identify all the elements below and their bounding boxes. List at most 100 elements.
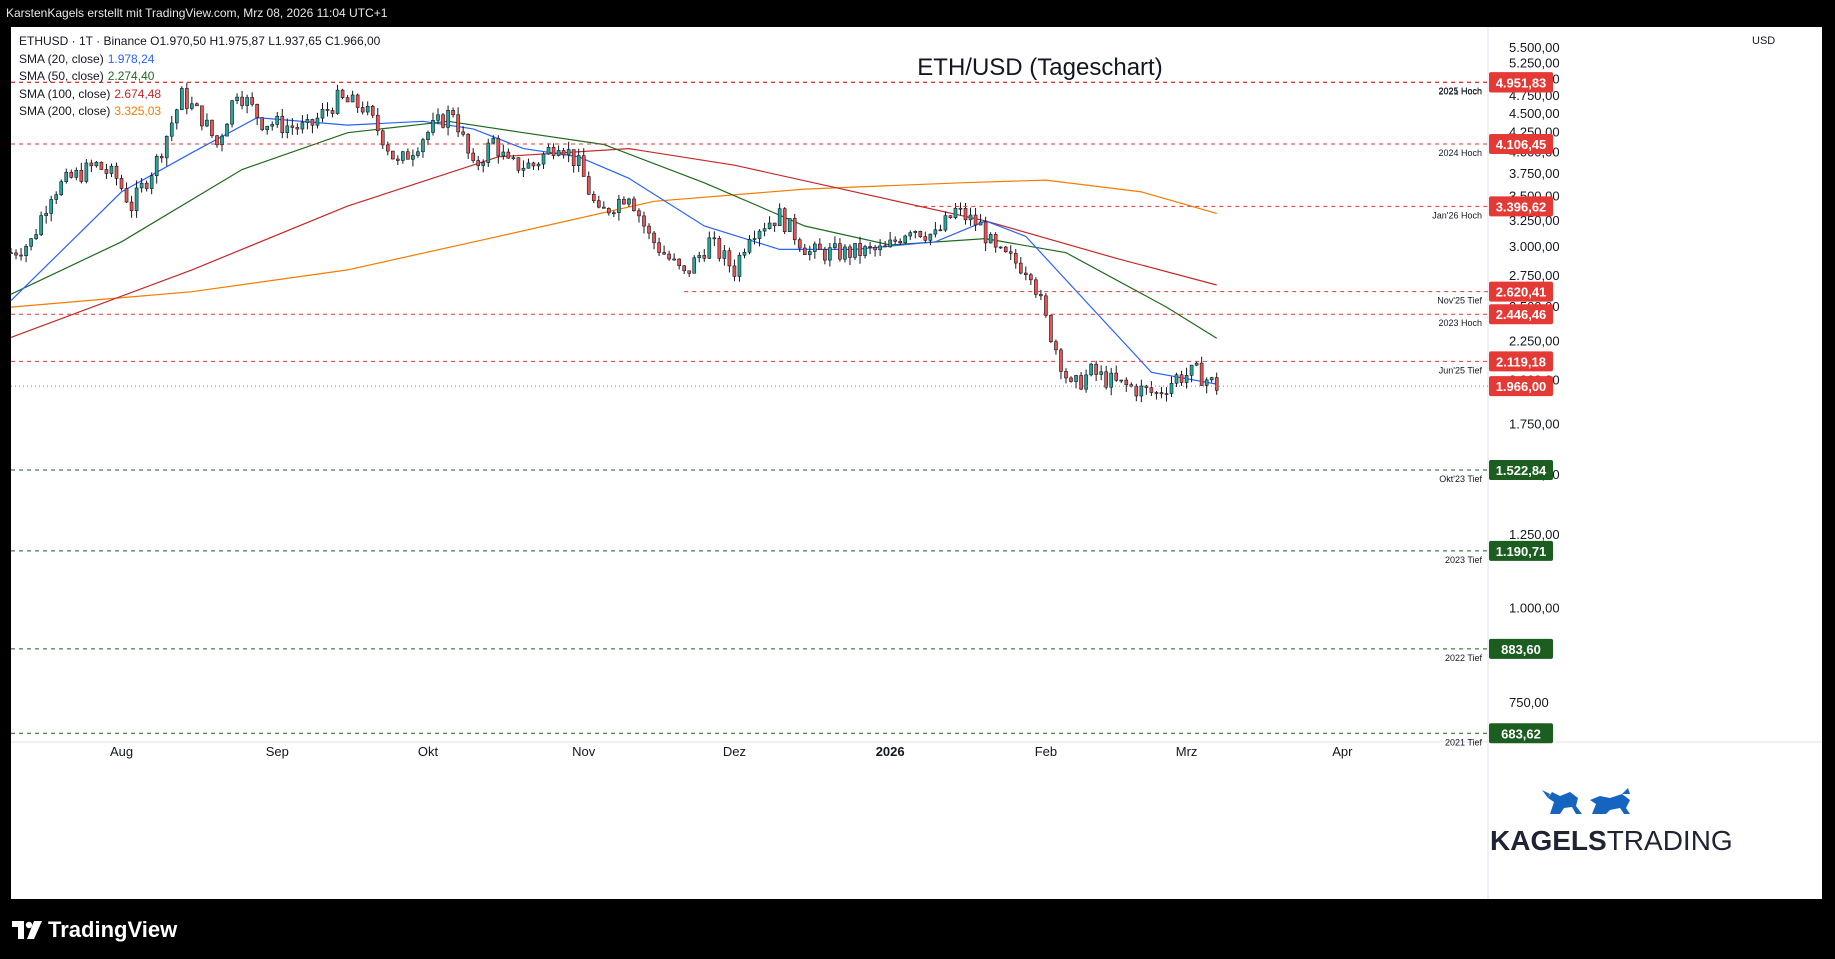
candle-body (868, 246, 872, 248)
candle-body (129, 201, 134, 211)
candle-body (953, 207, 958, 218)
candle-body (255, 103, 259, 119)
candle-body (893, 239, 897, 242)
legend-sma200[interactable]: SMA (200, close) 3.325,03 (19, 103, 380, 121)
candle-body (591, 194, 596, 201)
level-label: 2021 Tief (1445, 737, 1483, 747)
candle-body (938, 229, 943, 232)
attribution-text: KarstenKagels erstellt mit TradingView.c… (6, 6, 388, 20)
current-price-tag-text: 1.966,00 (1496, 379, 1547, 394)
candle-body (169, 122, 174, 137)
candle-body (446, 110, 450, 128)
candle-body (1189, 364, 1194, 376)
candle-body (380, 130, 385, 146)
candle-body (692, 257, 697, 274)
candle-body (802, 247, 807, 256)
candle-body (883, 245, 887, 248)
currency-label[interactable]: USD (1752, 35, 1776, 47)
legend-sma50-value: 2.274,40 (107, 69, 155, 83)
candle-body (335, 89, 340, 114)
candle-body (486, 142, 491, 163)
candle-body (672, 258, 676, 261)
candle-body (340, 89, 345, 98)
attribution-bar: KarstenKagels erstellt mit TradingView.c… (0, 0, 1835, 27)
legend-sma20[interactable]: SMA (20, close) 1.978,24 (19, 51, 380, 69)
level-price-tag-text: 3.396,62 (1496, 199, 1547, 214)
candle-body (436, 114, 440, 121)
legend-sma20-value: 1.978,24 (107, 51, 155, 66)
candle-body (782, 208, 787, 232)
candle-body (873, 247, 877, 251)
candle-body (24, 245, 28, 256)
level-label: 2024 Hoch (1438, 148, 1482, 158)
candle-body (551, 146, 556, 156)
candle-body (1104, 371, 1108, 388)
tradingview-logo[interactable]: TradingView (12, 917, 177, 942)
candle-body (1069, 377, 1073, 382)
candle-body (210, 119, 214, 136)
current-price-tag (1489, 376, 1553, 397)
level-price-tag-text: 2.446,46 (1496, 307, 1547, 322)
candle-body (225, 123, 229, 137)
candle-body (1154, 392, 1159, 394)
candle-body (164, 135, 169, 159)
level-price-tag-text: 2.620,41 (1496, 285, 1547, 300)
candle-body (732, 265, 737, 277)
level-label: 2025 Hoch (1438, 86, 1482, 96)
candle-body (903, 235, 908, 244)
candle-body (330, 110, 335, 114)
candle-body (607, 208, 611, 214)
candle-body (280, 115, 285, 133)
candle-body (677, 258, 681, 267)
candle-body (1034, 279, 1038, 295)
candle-body (1134, 385, 1139, 397)
candle-body (270, 124, 275, 127)
candle-body (622, 198, 626, 205)
candle-body (235, 96, 239, 101)
candle-body (345, 97, 350, 103)
y-tick-label: 5.500,00 (1509, 40, 1560, 55)
candle-body (124, 188, 129, 203)
candle-body (958, 207, 963, 210)
candle-body (843, 246, 847, 260)
candle-body (973, 214, 978, 226)
candle-body (898, 241, 903, 244)
candle-body (1044, 295, 1048, 316)
legend-sma50[interactable]: SMA (50, close) 2.274,40 (19, 68, 380, 86)
y-tick-label: 3.250,00 (1509, 213, 1560, 228)
candle-body (1109, 372, 1114, 388)
candle-body (1184, 375, 1189, 383)
candle-body (215, 135, 219, 146)
candle-body (1144, 385, 1149, 388)
level-price-tag (1489, 196, 1553, 217)
candle-body (139, 182, 144, 189)
candle-body (320, 109, 325, 119)
y-tick-label: 2.750,00 (1509, 268, 1560, 283)
candle-body (596, 200, 601, 208)
level-price-tag (1489, 351, 1553, 372)
candle-body (757, 230, 762, 239)
candle-body (1174, 374, 1179, 384)
y-tick-label: 1.750,00 (1509, 416, 1560, 431)
level-price-tag-text: 2.119,18 (1496, 354, 1546, 369)
sma200-line (10, 179, 1217, 308)
candle-body (566, 149, 571, 156)
candle-body (391, 150, 395, 160)
legend-sma100[interactable]: SMA (100, close) 2.674,48 (19, 86, 380, 104)
candle-body (54, 194, 59, 200)
symbol-ohlc-line[interactable]: ETHUSD · 1T · Binance O1.970,50 H1.975,8… (19, 34, 381, 48)
candle-body (195, 103, 199, 107)
candle-body (1149, 387, 1154, 393)
candle-body (747, 239, 752, 253)
level-label: 2021 Hoch (1438, 87, 1482, 97)
candle-body (546, 146, 551, 155)
price-chart[interactable]: 750,001.000,001.250,001.500,001.750,002.… (0, 0, 1835, 899)
candle-body (1018, 262, 1023, 274)
candle-body (1119, 379, 1124, 382)
x-tick-label: Aug (110, 744, 133, 759)
candle-body (1159, 392, 1164, 395)
candle-body (687, 270, 692, 274)
y-tick-label: 4.500,00 (1509, 106, 1560, 121)
candle-body (948, 215, 953, 218)
candle-body (99, 161, 104, 170)
